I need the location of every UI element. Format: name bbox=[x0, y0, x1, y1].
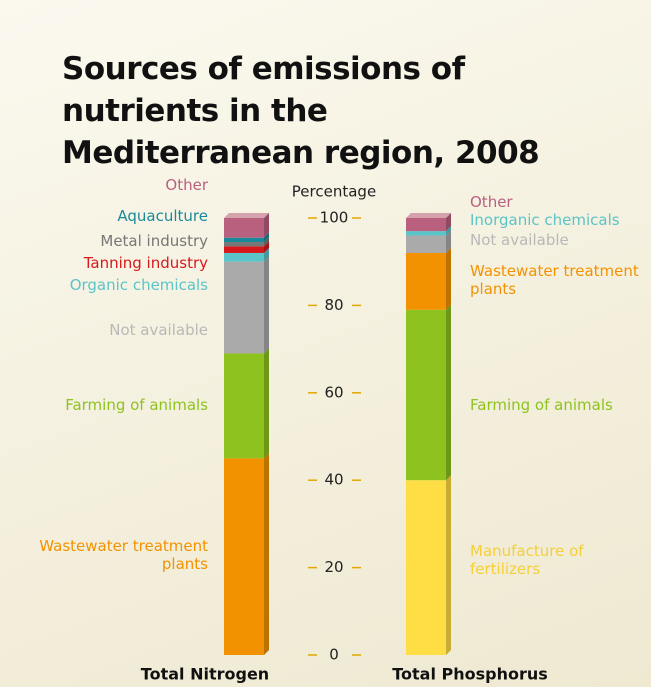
bar-side bbox=[446, 230, 451, 253]
y-tick-label: 0 bbox=[329, 646, 339, 664]
bar-side bbox=[264, 256, 269, 354]
y-tick-label: 20 bbox=[324, 558, 343, 576]
y-axis-label: Percentage bbox=[292, 183, 376, 201]
bar-segment bbox=[224, 252, 264, 262]
bar-segment bbox=[406, 309, 446, 481]
x-tick-label: Total Phosphorus bbox=[392, 665, 548, 684]
bar-side bbox=[446, 226, 451, 236]
segment-label: Other bbox=[165, 176, 208, 194]
bar-side bbox=[264, 241, 269, 253]
bar-side bbox=[264, 247, 269, 262]
chart-title: Sources of emissions of nutrients in the… bbox=[62, 51, 540, 171]
segment-label: Tanning industry bbox=[83, 254, 208, 272]
segment-label: Inorganic chemicals bbox=[470, 211, 620, 229]
bar-segment bbox=[406, 231, 446, 236]
bar-side bbox=[446, 304, 451, 481]
bar-top bbox=[406, 213, 451, 218]
bar-segment bbox=[224, 242, 264, 247]
segment-label: Organic chemicals bbox=[69, 276, 208, 294]
y-tick-label: 100 bbox=[320, 209, 349, 227]
y-tick-label: 40 bbox=[324, 471, 343, 489]
segment-label: Farming of animals bbox=[470, 396, 613, 414]
x-tick-label: Total Nitrogen bbox=[141, 665, 269, 684]
segment-label: Not available bbox=[109, 321, 208, 339]
bar-side bbox=[264, 232, 269, 243]
bar-segment bbox=[224, 261, 264, 354]
bar-segment bbox=[406, 252, 446, 310]
bar-segment bbox=[406, 218, 446, 232]
bar-side bbox=[264, 237, 269, 247]
segment-label: Farming of animals bbox=[65, 396, 208, 414]
y-tick-label: 60 bbox=[324, 383, 343, 401]
bar-segment bbox=[406, 235, 446, 253]
segment-label: Metal industry bbox=[100, 232, 208, 250]
bar-side bbox=[446, 247, 451, 310]
bar-side bbox=[264, 348, 269, 459]
bar-side bbox=[446, 213, 451, 232]
bar-segment bbox=[224, 237, 264, 243]
segment-label: Other bbox=[470, 193, 513, 211]
bar-side bbox=[264, 453, 269, 655]
bar-side bbox=[264, 213, 269, 238]
bar-segment bbox=[224, 246, 264, 253]
bar-segment bbox=[224, 458, 264, 655]
segment-label: Wastewater treatment plants bbox=[470, 262, 639, 298]
bar-side bbox=[446, 475, 451, 655]
bar-segment bbox=[224, 353, 264, 459]
bar-segment bbox=[224, 218, 264, 238]
segment-label: Wastewater treatment plants bbox=[39, 537, 208, 573]
segment-label: Manufacture of fertilizers bbox=[470, 542, 584, 578]
segment-label: Not available bbox=[470, 231, 569, 249]
bar-segment bbox=[406, 480, 446, 655]
segment-label: Aquaculture bbox=[117, 207, 208, 225]
bar-top bbox=[224, 213, 269, 218]
y-tick-label: 80 bbox=[324, 296, 343, 314]
